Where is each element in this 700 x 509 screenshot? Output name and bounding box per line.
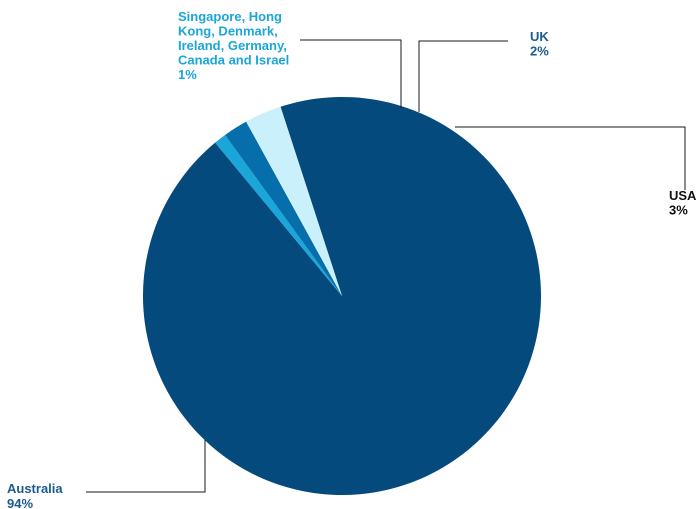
label-uk-name: UK — [530, 29, 549, 44]
label-australia-name: Australia — [7, 481, 63, 496]
leader-line-uk — [418, 40, 508, 112]
label-uk-value: 2% — [530, 44, 549, 59]
label-other-countries-line-2: Kong, Denmark, — [178, 24, 278, 39]
label-other-countries-value: 1% — [178, 67, 197, 82]
label-other-countries-line-3: Ireland, Germany, — [178, 38, 287, 53]
pie-slice-australia — [142, 97, 541, 496]
leader-line-australia — [86, 440, 206, 493]
label-other-countries-line-4: Canada and Israel — [178, 53, 289, 68]
leader-lines — [86, 39, 686, 493]
pie-slice-uk — [225, 121, 342, 296]
label-other-countries: Singapore, Hong Kong, Denmark, Ireland, … — [178, 9, 293, 82]
label-usa-value: 3% — [669, 203, 688, 218]
label-australia: Australia 94% — [7, 481, 66, 509]
pie-slice-other-countries — [215, 135, 342, 296]
label-other-countries-line-1: Singapore, Hong — [178, 9, 282, 24]
leader-line-other-countries — [300, 39, 402, 108]
pie-slice-usa — [246, 106, 342, 297]
leader-line-usa — [455, 126, 686, 190]
label-australia-value: 94% — [7, 496, 33, 509]
label-uk: UK 2% — [530, 29, 552, 59]
pie-slices — [142, 97, 541, 496]
label-usa-name: USA — [669, 188, 697, 203]
label-usa: USA 3% — [669, 188, 700, 218]
